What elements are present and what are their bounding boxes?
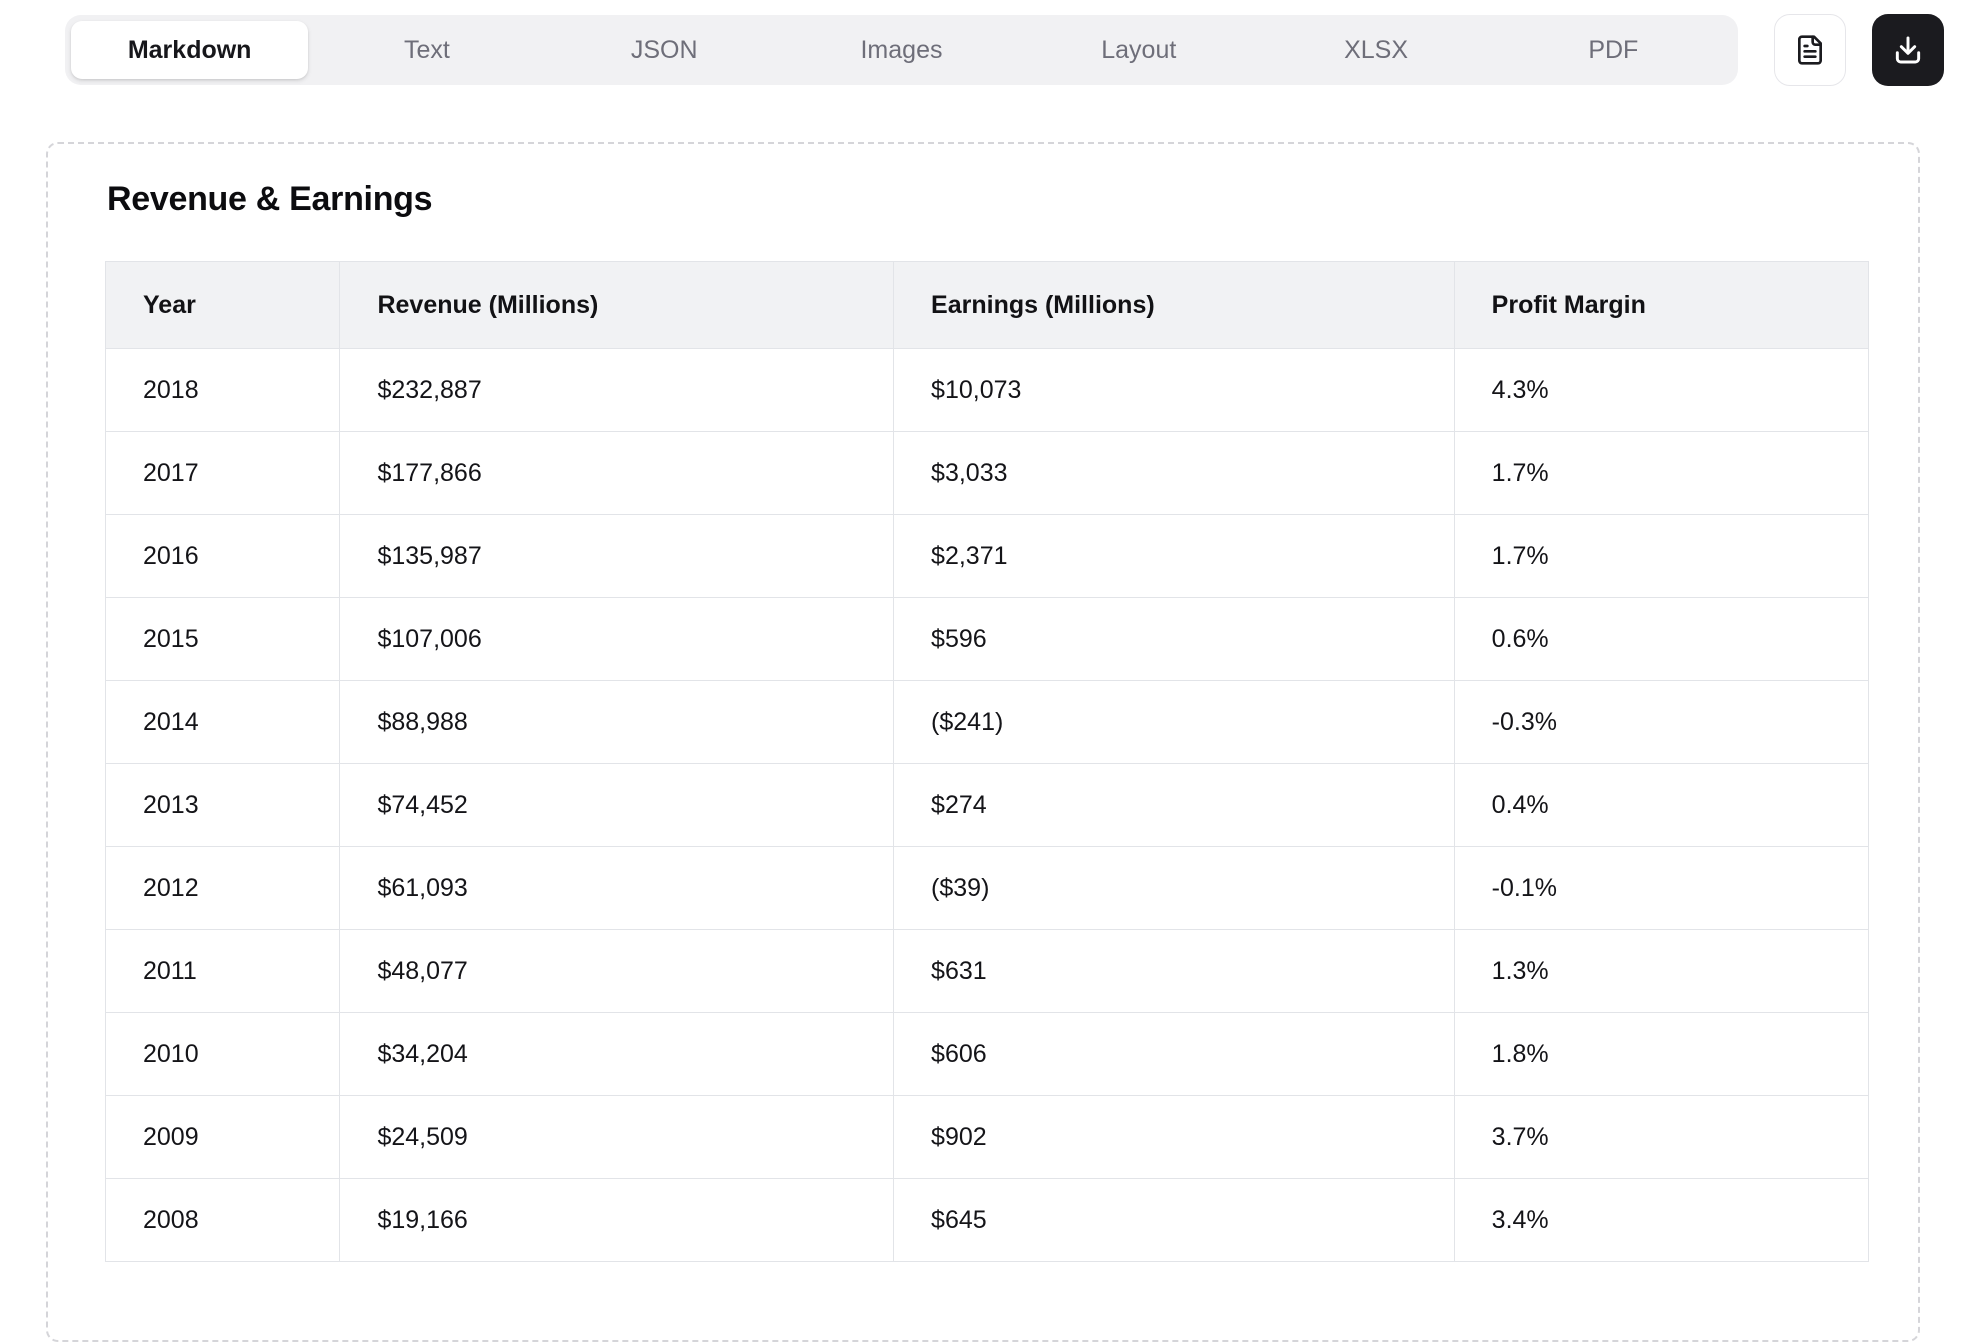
document-preview-panel: Revenue & Earnings Year Revenue (Million… bbox=[46, 142, 1920, 1342]
cell-revenue: $24,509 bbox=[339, 1095, 895, 1179]
cell-earnings: $596 bbox=[893, 597, 1455, 681]
cell-margin: 1.8% bbox=[1453, 1012, 1870, 1096]
table-body: 2018 $232,887 $10,073 4.3% 2017 $177,866… bbox=[104, 348, 1870, 1262]
cell-year: 2013 bbox=[104, 763, 341, 847]
cell-year: 2018 bbox=[104, 348, 341, 432]
column-header-margin: Profit Margin bbox=[1453, 261, 1870, 349]
cell-earnings: $10,073 bbox=[893, 348, 1455, 432]
cell-year: 2017 bbox=[104, 431, 341, 515]
cell-margin: -0.1% bbox=[1453, 846, 1870, 930]
cell-year: 2011 bbox=[104, 929, 341, 1013]
cell-earnings: $631 bbox=[893, 929, 1455, 1013]
cell-earnings: ($241) bbox=[893, 680, 1455, 764]
toolbar-actions bbox=[1774, 14, 1944, 86]
cell-margin: 3.7% bbox=[1453, 1095, 1870, 1179]
cell-earnings: $274 bbox=[893, 763, 1455, 847]
cell-revenue: $48,077 bbox=[339, 929, 895, 1013]
cell-revenue: $88,988 bbox=[339, 680, 895, 764]
cell-margin: 4.3% bbox=[1453, 348, 1870, 432]
column-header-revenue: Revenue (Millions) bbox=[339, 261, 895, 349]
table-row: 2018 $232,887 $10,073 4.3% bbox=[104, 348, 1870, 432]
cell-margin: 3.4% bbox=[1453, 1178, 1870, 1262]
cell-year: 2012 bbox=[104, 846, 341, 930]
table-header: Year Revenue (Millions) Earnings (Millio… bbox=[104, 261, 1870, 349]
cell-margin: -0.3% bbox=[1453, 680, 1870, 764]
cell-revenue: $107,006 bbox=[339, 597, 895, 681]
column-header-earnings: Earnings (Millions) bbox=[893, 261, 1455, 349]
cell-year: 2014 bbox=[104, 680, 341, 764]
cell-earnings: $3,033 bbox=[893, 431, 1455, 515]
table-row: 2011 $48,077 $631 1.3% bbox=[104, 929, 1870, 1013]
view-document-button[interactable] bbox=[1774, 14, 1846, 86]
tab-images[interactable]: Images bbox=[860, 35, 943, 64]
tab-xlsx[interactable]: XLSX bbox=[1344, 35, 1409, 64]
table-row: 2017 $177,866 $3,033 1.7% bbox=[104, 431, 1870, 515]
cell-earnings: ($39) bbox=[893, 846, 1455, 930]
section-title: Revenue & Earnings bbox=[107, 180, 433, 218]
cell-earnings: $645 bbox=[893, 1178, 1455, 1262]
tab-text[interactable]: Text bbox=[403, 35, 450, 64]
format-tab-bar: Markdown Text JSON Images Layout XLSX PD… bbox=[65, 15, 1738, 85]
cell-revenue: $34,204 bbox=[339, 1012, 895, 1096]
table-row: 2013 $74,452 $274 0.4% bbox=[104, 763, 1870, 847]
table-row: 2008 $19,166 $645 3.4% bbox=[104, 1178, 1870, 1262]
cell-margin: 1.3% bbox=[1453, 929, 1870, 1013]
cell-earnings: $606 bbox=[893, 1012, 1455, 1096]
cell-year: 2008 bbox=[104, 1178, 341, 1262]
tab-json[interactable]: JSON bbox=[630, 35, 698, 64]
cell-revenue: $232,887 bbox=[339, 348, 895, 432]
cell-revenue: $177,866 bbox=[339, 431, 895, 515]
cell-year: 2016 bbox=[104, 514, 341, 598]
cell-revenue: $74,452 bbox=[339, 763, 895, 847]
cell-revenue: $19,166 bbox=[339, 1178, 895, 1262]
table-row: 2016 $135,987 $2,371 1.7% bbox=[104, 514, 1870, 598]
tab-pdf[interactable]: PDF bbox=[1588, 35, 1639, 64]
tab-markdown[interactable]: Markdown bbox=[71, 21, 309, 79]
toolbar: Markdown Text JSON Images Layout XLSX PD… bbox=[0, 0, 1966, 86]
table-row: 2010 $34,204 $606 1.8% bbox=[104, 1012, 1870, 1096]
table-row: 2014 $88,988 ($241) -0.3% bbox=[104, 680, 1870, 764]
table-row: 2015 $107,006 $596 0.6% bbox=[104, 597, 1870, 681]
cell-margin: 1.7% bbox=[1453, 514, 1870, 598]
file-text-icon bbox=[1798, 35, 1822, 65]
table-row: 2012 $61,093 ($39) -0.1% bbox=[104, 846, 1870, 930]
download-button[interactable] bbox=[1872, 14, 1944, 86]
download-icon bbox=[1895, 36, 1921, 64]
cell-year: 2010 bbox=[104, 1012, 341, 1096]
revenue-earnings-table: Year Revenue (Millions) Earnings (Millio… bbox=[104, 261, 1870, 1262]
cell-margin: 0.4% bbox=[1453, 763, 1870, 847]
cell-earnings: $902 bbox=[893, 1095, 1455, 1179]
table-row: 2009 $24,509 $902 3.7% bbox=[104, 1095, 1870, 1179]
tab-layout[interactable]: Layout bbox=[1101, 35, 1177, 64]
cell-revenue: $135,987 bbox=[339, 514, 895, 598]
cell-margin: 1.7% bbox=[1453, 431, 1870, 515]
cell-year: 2015 bbox=[104, 597, 341, 681]
cell-year: 2009 bbox=[104, 1095, 341, 1179]
cell-margin: 0.6% bbox=[1453, 597, 1870, 681]
cell-earnings: $2,371 bbox=[893, 514, 1455, 598]
column-header-year: Year bbox=[104, 261, 341, 349]
cell-revenue: $61,093 bbox=[339, 846, 895, 930]
